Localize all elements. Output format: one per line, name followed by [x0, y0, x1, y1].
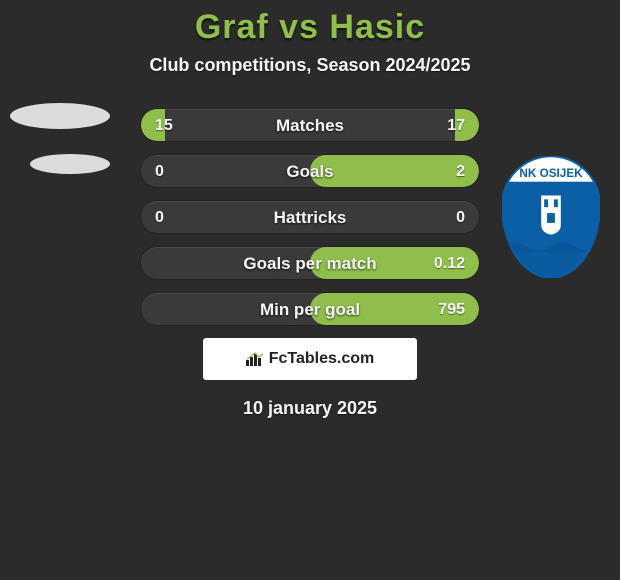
stat-row: 795Min per goal	[140, 292, 480, 326]
stat-row: 02Goals	[140, 154, 480, 188]
fctables-badge[interactable]: FcTables.com	[203, 338, 417, 380]
avatar-left-1-placeholder	[10, 102, 110, 130]
infographic-container: Graf vs Hasic Club competitions, Season …	[0, 0, 620, 580]
page-title: Graf vs Hasic	[0, 8, 620, 47]
stat-label: Hattricks	[141, 201, 479, 233]
bar-chart-icon	[246, 352, 264, 366]
badge-text: FcTables.com	[269, 350, 375, 368]
stat-label: Goals per match	[141, 247, 479, 279]
stats-wrapper: NK OSIJEK 1517Matches 02Goals 00Hattricks 0…	[0, 108, 620, 326]
page-subtitle: Club competitions, Season 2024/2025	[0, 55, 620, 76]
stat-row: 0.12Goals per match	[140, 246, 480, 280]
stat-row: 1517Matches	[140, 108, 480, 142]
stat-label: Matches	[141, 109, 479, 141]
date-text: 10 january 2025	[0, 398, 620, 419]
stat-row: 00Hattricks	[140, 200, 480, 234]
stat-label: Min per goal	[141, 293, 479, 325]
club-name-text: NK OSIJEK	[519, 167, 583, 180]
avatar-left-2-placeholder	[30, 153, 110, 175]
club-badge-right: NK OSIJEK	[502, 156, 600, 278]
stat-label: Goals	[141, 155, 479, 187]
